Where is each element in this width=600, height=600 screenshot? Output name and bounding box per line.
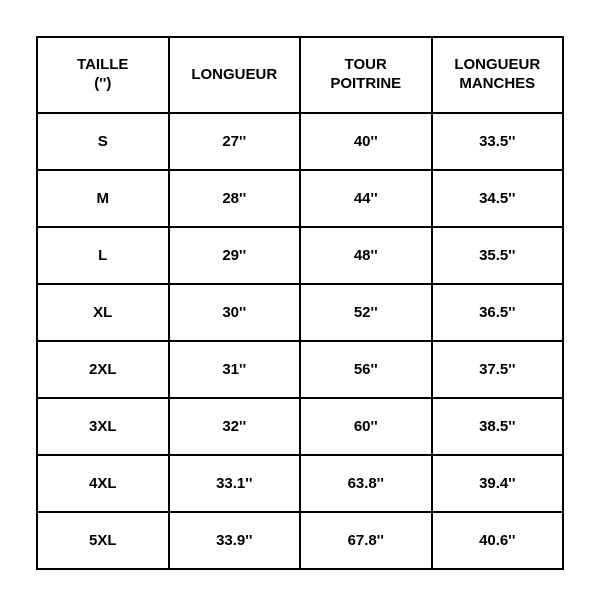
cell-poitrine: 44'' — [300, 170, 432, 227]
table-row: XL 30'' 52'' 36.5'' — [37, 284, 563, 341]
cell-poitrine: 48'' — [300, 227, 432, 284]
cell-manches: 38.5'' — [432, 398, 564, 455]
cell-poitrine: 52'' — [300, 284, 432, 341]
table-row: 2XL 31'' 56'' 37.5'' — [37, 341, 563, 398]
cell-poitrine: 40'' — [300, 113, 432, 170]
size-chart-table: TAILLE('') LONGUEUR TOURPOITRINE LONGUEU… — [36, 36, 564, 570]
cell-size: M — [37, 170, 169, 227]
cell-poitrine: 56'' — [300, 341, 432, 398]
cell-longueur: 28'' — [169, 170, 301, 227]
cell-longueur: 29'' — [169, 227, 301, 284]
col-header-poitrine: TOURPOITRINE — [300, 37, 432, 113]
cell-size: 5XL — [37, 512, 169, 569]
cell-manches: 39.4'' — [432, 455, 564, 512]
col-header-taille: TAILLE('') — [37, 37, 169, 113]
cell-size: 4XL — [37, 455, 169, 512]
cell-poitrine: 67.8'' — [300, 512, 432, 569]
cell-size: 3XL — [37, 398, 169, 455]
table-row: 4XL 33.1'' 63.8'' 39.4'' — [37, 455, 563, 512]
col-header-longueur: LONGUEUR — [169, 37, 301, 113]
cell-poitrine: 60'' — [300, 398, 432, 455]
cell-longueur: 32'' — [169, 398, 301, 455]
cell-longueur: 30'' — [169, 284, 301, 341]
size-chart-container: TAILLE('') LONGUEUR TOURPOITRINE LONGUEU… — [0, 0, 600, 600]
cell-manches: 37.5'' — [432, 341, 564, 398]
cell-size: L — [37, 227, 169, 284]
cell-manches: 35.5'' — [432, 227, 564, 284]
table-row: M 28'' 44'' 34.5'' — [37, 170, 563, 227]
cell-longueur: 33.1'' — [169, 455, 301, 512]
col-header-manches: LONGUEURMANCHES — [432, 37, 564, 113]
table-body: S 27'' 40'' 33.5'' M 28'' 44'' 34.5'' L … — [37, 113, 563, 569]
table-row: 5XL 33.9'' 67.8'' 40.6'' — [37, 512, 563, 569]
cell-manches: 40.6'' — [432, 512, 564, 569]
cell-manches: 34.5'' — [432, 170, 564, 227]
table-row: L 29'' 48'' 35.5'' — [37, 227, 563, 284]
cell-longueur: 31'' — [169, 341, 301, 398]
table-header-row: TAILLE('') LONGUEUR TOURPOITRINE LONGUEU… — [37, 37, 563, 113]
cell-manches: 33.5'' — [432, 113, 564, 170]
cell-poitrine: 63.8'' — [300, 455, 432, 512]
table-row: S 27'' 40'' 33.5'' — [37, 113, 563, 170]
cell-longueur: 27'' — [169, 113, 301, 170]
cell-size: 2XL — [37, 341, 169, 398]
cell-size: XL — [37, 284, 169, 341]
cell-longueur: 33.9'' — [169, 512, 301, 569]
cell-manches: 36.5'' — [432, 284, 564, 341]
cell-size: S — [37, 113, 169, 170]
table-row: 3XL 32'' 60'' 38.5'' — [37, 398, 563, 455]
